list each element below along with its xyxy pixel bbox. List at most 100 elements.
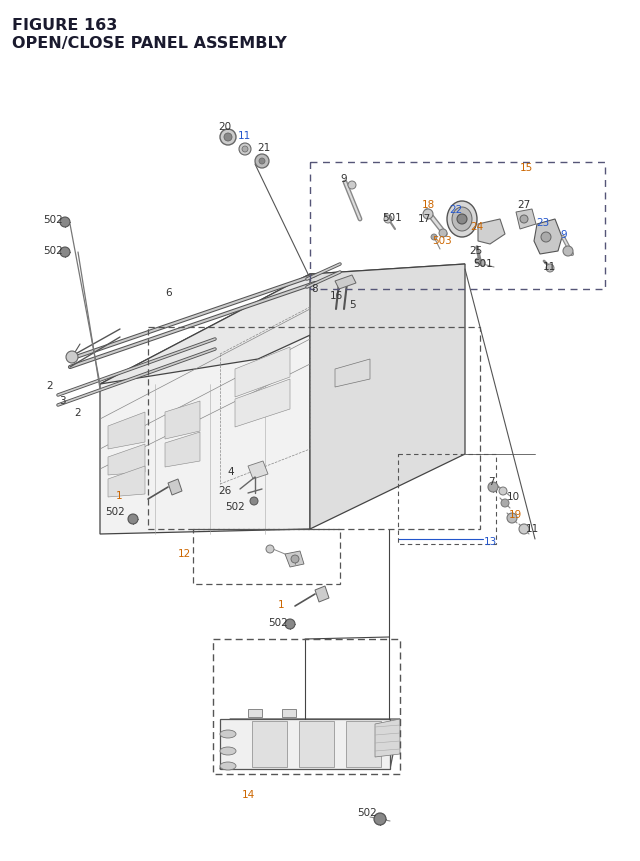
Text: 502: 502 (268, 617, 288, 628)
Polygon shape (108, 412, 145, 449)
Text: 14: 14 (242, 789, 255, 799)
Polygon shape (310, 264, 465, 530)
Circle shape (501, 499, 509, 507)
Polygon shape (335, 276, 356, 289)
Polygon shape (285, 551, 304, 567)
Polygon shape (168, 480, 182, 495)
Circle shape (520, 216, 528, 224)
Polygon shape (248, 461, 268, 480)
Circle shape (291, 555, 299, 563)
Circle shape (384, 216, 392, 224)
Bar (310, 163, 605, 289)
Text: 502: 502 (357, 807, 377, 817)
Polygon shape (534, 220, 562, 255)
Bar (193, 530, 340, 585)
Polygon shape (165, 432, 200, 468)
Circle shape (479, 261, 485, 267)
Ellipse shape (220, 730, 236, 738)
Polygon shape (346, 722, 381, 767)
Circle shape (519, 524, 529, 535)
Polygon shape (335, 360, 370, 387)
Circle shape (255, 155, 269, 169)
Text: 2: 2 (74, 407, 81, 418)
Text: 4: 4 (227, 467, 234, 476)
Bar (398, 455, 496, 544)
Text: 501: 501 (382, 213, 402, 223)
Polygon shape (108, 444, 145, 475)
Text: 6: 6 (165, 288, 172, 298)
Text: 11: 11 (526, 523, 540, 533)
Text: 23: 23 (536, 218, 549, 228)
Circle shape (541, 232, 551, 243)
Circle shape (374, 813, 386, 825)
Polygon shape (375, 719, 400, 757)
Text: OPEN/CLOSE PANEL ASSEMBLY: OPEN/CLOSE PANEL ASSEMBLY (12, 36, 287, 51)
Circle shape (563, 247, 573, 257)
Polygon shape (100, 275, 310, 535)
Text: 19: 19 (509, 510, 522, 519)
Circle shape (488, 482, 498, 492)
Polygon shape (516, 210, 536, 230)
Circle shape (128, 514, 138, 524)
Circle shape (259, 158, 265, 164)
Polygon shape (282, 709, 296, 717)
Text: 13: 13 (484, 536, 497, 547)
Circle shape (348, 182, 356, 189)
Polygon shape (235, 348, 290, 398)
Text: 21: 21 (257, 143, 270, 152)
Text: 17: 17 (418, 214, 431, 224)
Text: 503: 503 (432, 236, 452, 245)
Circle shape (220, 130, 236, 146)
Text: 5: 5 (349, 300, 356, 310)
Text: 2: 2 (46, 381, 52, 391)
Text: 15: 15 (520, 163, 533, 173)
Circle shape (60, 218, 70, 228)
Text: 11: 11 (238, 131, 252, 141)
Circle shape (250, 498, 258, 505)
Text: 8: 8 (311, 283, 317, 294)
Circle shape (224, 133, 232, 142)
Polygon shape (220, 719, 400, 769)
Circle shape (242, 147, 248, 152)
Text: 501: 501 (473, 258, 493, 269)
Text: 11: 11 (543, 262, 556, 272)
Polygon shape (100, 264, 465, 385)
Circle shape (546, 264, 554, 273)
Polygon shape (478, 220, 505, 245)
Text: 16: 16 (330, 291, 343, 300)
Ellipse shape (220, 762, 236, 770)
Polygon shape (252, 722, 287, 767)
Text: 22: 22 (449, 205, 462, 214)
Text: 502: 502 (225, 501, 244, 511)
Text: 502: 502 (105, 506, 125, 517)
Text: 502: 502 (43, 214, 63, 225)
Polygon shape (235, 380, 290, 428)
Circle shape (239, 144, 251, 156)
Polygon shape (220, 719, 390, 769)
Circle shape (475, 258, 481, 264)
Ellipse shape (452, 208, 472, 232)
Polygon shape (108, 467, 145, 498)
Circle shape (423, 210, 433, 220)
Text: 9: 9 (560, 230, 566, 239)
Circle shape (507, 513, 517, 523)
Circle shape (499, 487, 507, 495)
Text: 9: 9 (340, 174, 347, 183)
Bar (148, 328, 480, 530)
Polygon shape (248, 709, 262, 717)
Polygon shape (299, 722, 334, 767)
Polygon shape (165, 401, 200, 439)
Circle shape (439, 230, 447, 238)
Circle shape (431, 235, 437, 241)
Text: 18: 18 (422, 200, 435, 210)
Circle shape (60, 248, 70, 257)
Circle shape (66, 351, 78, 363)
Bar (213, 639, 400, 774)
Text: 10: 10 (507, 492, 520, 501)
Text: 3: 3 (59, 395, 66, 406)
Text: 26: 26 (218, 486, 231, 495)
Text: 20: 20 (218, 122, 231, 132)
Ellipse shape (220, 747, 236, 755)
Text: 7: 7 (488, 476, 495, 486)
Text: 25: 25 (469, 245, 483, 256)
